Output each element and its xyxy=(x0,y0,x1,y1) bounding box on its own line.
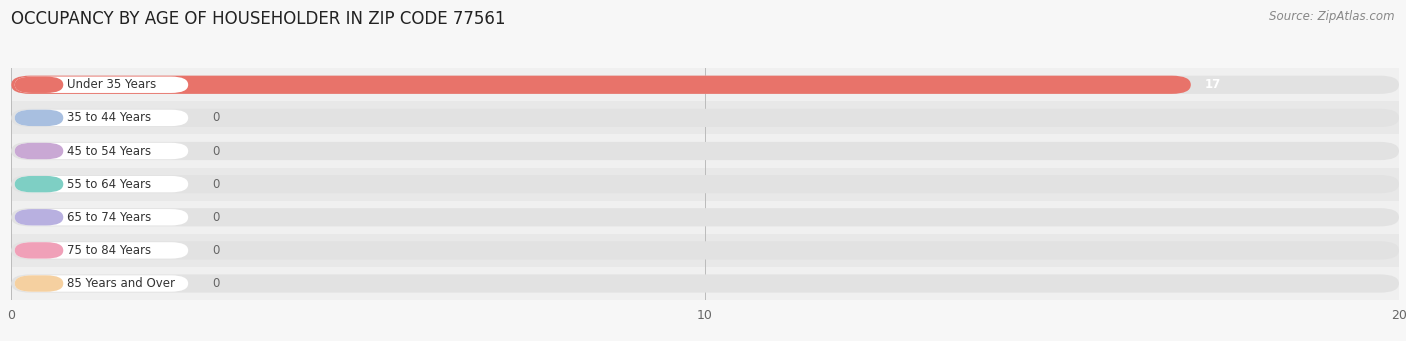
Text: 65 to 74 Years: 65 to 74 Years xyxy=(66,211,150,224)
Text: 85 Years and Over: 85 Years and Over xyxy=(66,277,174,290)
Text: 55 to 64 Years: 55 to 64 Years xyxy=(66,178,150,191)
Bar xyxy=(11,68,1399,101)
Text: 0: 0 xyxy=(212,211,219,224)
Text: 75 to 84 Years: 75 to 84 Years xyxy=(66,244,150,257)
FancyBboxPatch shape xyxy=(14,176,188,192)
FancyBboxPatch shape xyxy=(14,275,63,292)
Text: Source: ZipAtlas.com: Source: ZipAtlas.com xyxy=(1270,10,1395,23)
Bar xyxy=(11,234,1399,267)
FancyBboxPatch shape xyxy=(14,275,188,292)
FancyBboxPatch shape xyxy=(11,275,1399,293)
FancyBboxPatch shape xyxy=(11,76,1191,94)
FancyBboxPatch shape xyxy=(14,110,63,126)
FancyBboxPatch shape xyxy=(11,175,1399,193)
FancyBboxPatch shape xyxy=(14,143,63,159)
FancyBboxPatch shape xyxy=(11,109,1399,127)
Text: 0: 0 xyxy=(212,145,219,158)
Bar xyxy=(11,167,1399,201)
Text: 35 to 44 Years: 35 to 44 Years xyxy=(66,112,150,124)
FancyBboxPatch shape xyxy=(14,77,63,93)
Text: 0: 0 xyxy=(212,112,219,124)
Text: Under 35 Years: Under 35 Years xyxy=(66,78,156,91)
Text: 0: 0 xyxy=(212,244,219,257)
FancyBboxPatch shape xyxy=(14,110,188,126)
Text: 0: 0 xyxy=(212,178,219,191)
Bar xyxy=(11,101,1399,134)
Text: OCCUPANCY BY AGE OF HOUSEHOLDER IN ZIP CODE 77561: OCCUPANCY BY AGE OF HOUSEHOLDER IN ZIP C… xyxy=(11,10,506,28)
FancyBboxPatch shape xyxy=(14,242,63,258)
FancyBboxPatch shape xyxy=(14,77,188,93)
Text: 17: 17 xyxy=(1205,78,1220,91)
FancyBboxPatch shape xyxy=(11,241,1399,260)
FancyBboxPatch shape xyxy=(11,76,1399,94)
Text: 45 to 54 Years: 45 to 54 Years xyxy=(66,145,150,158)
FancyBboxPatch shape xyxy=(11,208,1399,226)
FancyBboxPatch shape xyxy=(11,142,1399,160)
FancyBboxPatch shape xyxy=(14,209,63,225)
Bar xyxy=(11,134,1399,167)
FancyBboxPatch shape xyxy=(14,176,63,192)
Bar xyxy=(11,201,1399,234)
FancyBboxPatch shape xyxy=(14,209,188,225)
Text: 0: 0 xyxy=(212,277,219,290)
FancyBboxPatch shape xyxy=(14,143,188,159)
FancyBboxPatch shape xyxy=(14,242,188,258)
Bar xyxy=(11,267,1399,300)
